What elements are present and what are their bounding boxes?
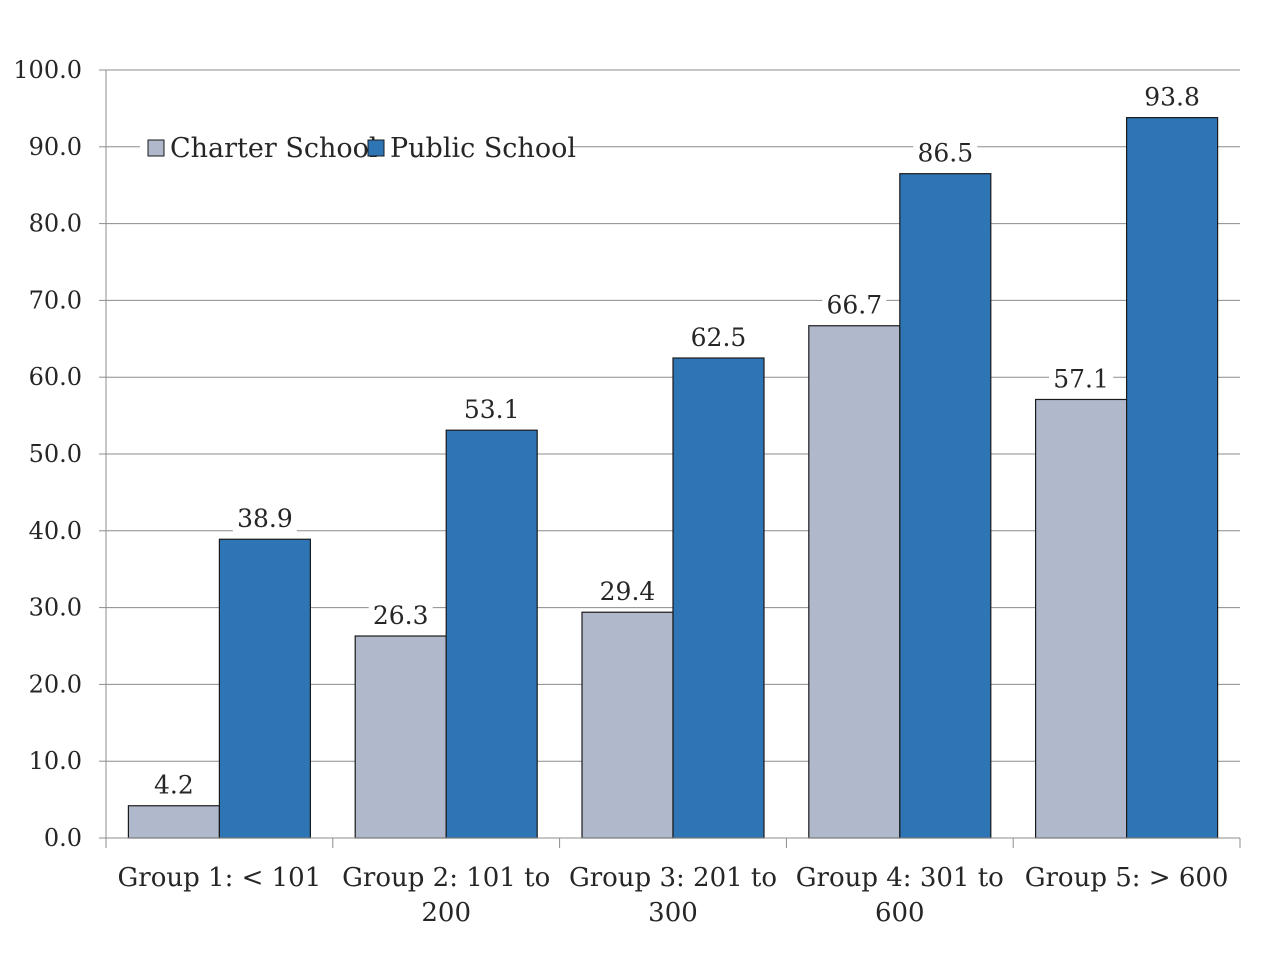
data-label-bg — [232, 503, 297, 534]
y-tick-label: 80.0 — [29, 210, 82, 238]
y-tick-label: 40.0 — [29, 517, 82, 545]
data-label-bg — [595, 576, 660, 607]
x-category-label: Group 5: > 600 — [1025, 863, 1229, 893]
y-tick-label: 10.0 — [29, 747, 82, 775]
x-category-label: Group 3: 201 to 300 — [569, 863, 777, 928]
y-tick-label: 70.0 — [29, 286, 82, 314]
x-category-label: Group 2: 101 to 200 — [342, 863, 550, 928]
bar-public — [899, 173, 992, 839]
data-label-bg — [822, 289, 887, 320]
bar-public — [672, 357, 765, 839]
data-label-bg — [1140, 81, 1205, 112]
data-label: 4.2 — [154, 771, 194, 800]
data-label-bg — [368, 600, 433, 631]
bar-charter — [581, 611, 674, 839]
data-label: 66.7 — [826, 291, 882, 320]
legend: Charter School Public School — [140, 126, 576, 164]
x-category-label: Group 4: 301 to 600 — [796, 863, 1004, 928]
bar-charter — [808, 325, 901, 839]
data-label-bg — [459, 394, 524, 425]
bars — [127, 117, 1219, 839]
data-label: 86.5 — [917, 139, 973, 168]
data-label-bg — [913, 137, 978, 168]
y-tick-label: 50.0 — [29, 440, 82, 468]
x-category-label: Group 1: < 101 — [118, 863, 322, 893]
y-tick-label: 30.0 — [29, 594, 82, 622]
data-label: 93.8 — [1144, 83, 1200, 112]
y-tick-label: 0.0 — [44, 824, 82, 852]
y-tick-label: 100.0 — [13, 56, 82, 84]
bar-charter — [354, 635, 447, 839]
legend-label-charter: Charter School — [170, 133, 378, 164]
data-label-bg — [1049, 363, 1114, 394]
data-label: 38.9 — [237, 504, 293, 533]
y-tick-label: 60.0 — [29, 363, 82, 391]
bar-charter — [1034, 398, 1128, 839]
data-label: 26.3 — [373, 601, 429, 630]
y-tick-label: 20.0 — [29, 670, 82, 698]
legend-swatch-charter — [147, 139, 165, 157]
bar-public — [445, 429, 538, 839]
bar-public — [218, 538, 311, 839]
data-label: 57.1 — [1053, 364, 1109, 393]
data-label: 62.5 — [691, 323, 747, 352]
bar-charter — [127, 805, 220, 839]
legend-swatch-public — [367, 139, 385, 157]
y-tick-label: 90.0 — [29, 133, 82, 161]
data-label-bg — [148, 769, 200, 800]
data-label: 53.1 — [464, 395, 520, 424]
bar-public — [1125, 117, 1219, 839]
axes: 0.0 10.0 20.0 30.0 40.0 50.0 60.0 70.0 80.0 90.0 1… — [13, 56, 1241, 928]
data-label: 29.4 — [600, 577, 656, 606]
legend-background — [140, 126, 570, 162]
data-labels: 4.2 26.3 29.4 66.7 57.1 38.9 53.1 62.5 86.5 93.8 — [148, 81, 1205, 800]
data-label-bg — [686, 322, 751, 352]
legend-label-public: Public School — [390, 133, 576, 164]
